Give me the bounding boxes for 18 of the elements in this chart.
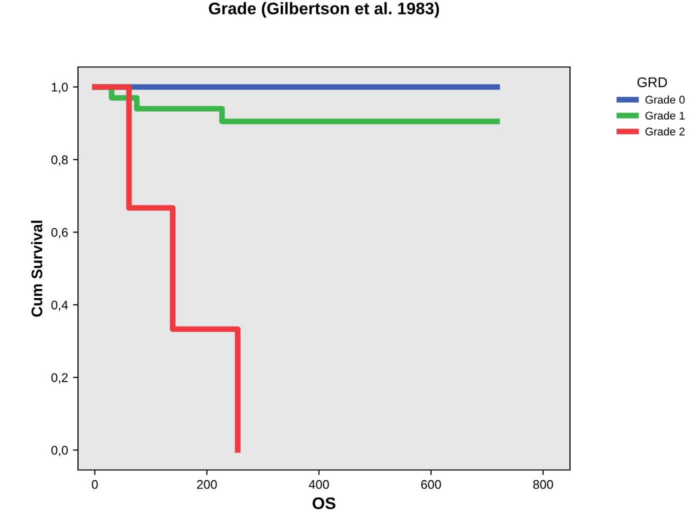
y-tick-label: 0,8 bbox=[51, 155, 68, 166]
x-tick-label: 200 bbox=[197, 480, 217, 489]
x-tick-label: 0 bbox=[92, 480, 98, 489]
y-axis-title: Cum Survival bbox=[31, 220, 42, 317]
y-tick-label: 0,0 bbox=[51, 446, 68, 456]
x-tick-label: 800 bbox=[533, 480, 554, 489]
legend-label: Grade 2 bbox=[645, 127, 685, 136]
y-tick-label: 0,6 bbox=[51, 228, 68, 238]
y-tick-label: 1,0 bbox=[52, 82, 68, 94]
x-tick-label: 600 bbox=[421, 480, 441, 489]
legend-label: Grade 1 bbox=[645, 111, 685, 120]
chart-title: Grade (Gilbertson et al. 1983) bbox=[208, 2, 439, 18]
y-tick-label: 0,2 bbox=[51, 373, 68, 384]
legend-label: Grade 0 bbox=[645, 96, 685, 104]
legend-title: GRD bbox=[637, 77, 667, 88]
x-axis-title: OS bbox=[312, 497, 336, 510]
y-tick-label: 0,4 bbox=[51, 300, 68, 311]
x-tick-label: 400 bbox=[308, 480, 329, 489]
